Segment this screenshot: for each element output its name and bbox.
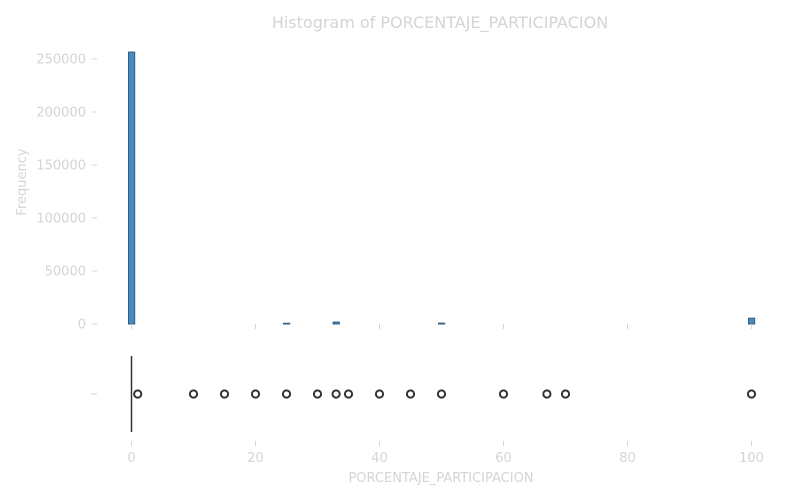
histogram-bar-2 [332,321,340,325]
boxplot-outlier [405,389,416,399]
histogram-bar-4 [748,317,756,325]
boxplot-outlier [250,389,261,399]
y-tick-label: 150000 [36,159,86,174]
x-tick-label: 0 [127,451,135,466]
boxplot-outlier [133,389,143,399]
y-tick-label: 0 [78,318,86,333]
boxplot-outlier [188,389,199,399]
histogram-bar-1 [283,322,291,325]
boxplot-outlier [331,389,341,399]
y-axis-ticks: 0 50000 100000 150000 200000 250000 [36,53,97,333]
boxplot-outlier [746,389,757,399]
y-tick-label: 100000 [36,212,86,227]
boxplot-outlier [560,389,571,399]
x-axis-ticks: 0 20 40 60 80 100 [127,324,764,466]
boxplot-outlier [374,389,385,399]
x-tick-label: 40 [371,451,388,466]
boxplot-outlier [343,389,354,399]
x-tick-label: 60 [495,451,512,466]
x-axis-label: PORCENTAJE_PARTICIPACION [348,471,533,486]
boxplot-outlier [281,389,292,399]
boxplot-outlier [542,389,552,399]
histogram-bars [128,51,756,325]
boxplot-outlier [219,389,230,399]
chart-title: Histogram of PORCENTAJE_PARTICIPACION [272,13,608,33]
histogram-bar-3 [438,322,446,325]
boxplot-outlier [312,389,323,399]
y-tick-label: 50000 [45,265,86,280]
x-tick-label: 20 [247,451,264,466]
boxplot-outlier [436,389,447,399]
boxplot-outlier [498,389,509,399]
y-axis-label: Frequency [15,148,30,215]
histogram-bar-0 [128,51,136,325]
y-tick-label: 250000 [36,53,86,68]
x-tick-label: 100 [739,451,764,466]
boxplot [91,356,757,432]
x-tick-label: 80 [619,451,636,466]
y-tick-label: 200000 [36,106,86,121]
